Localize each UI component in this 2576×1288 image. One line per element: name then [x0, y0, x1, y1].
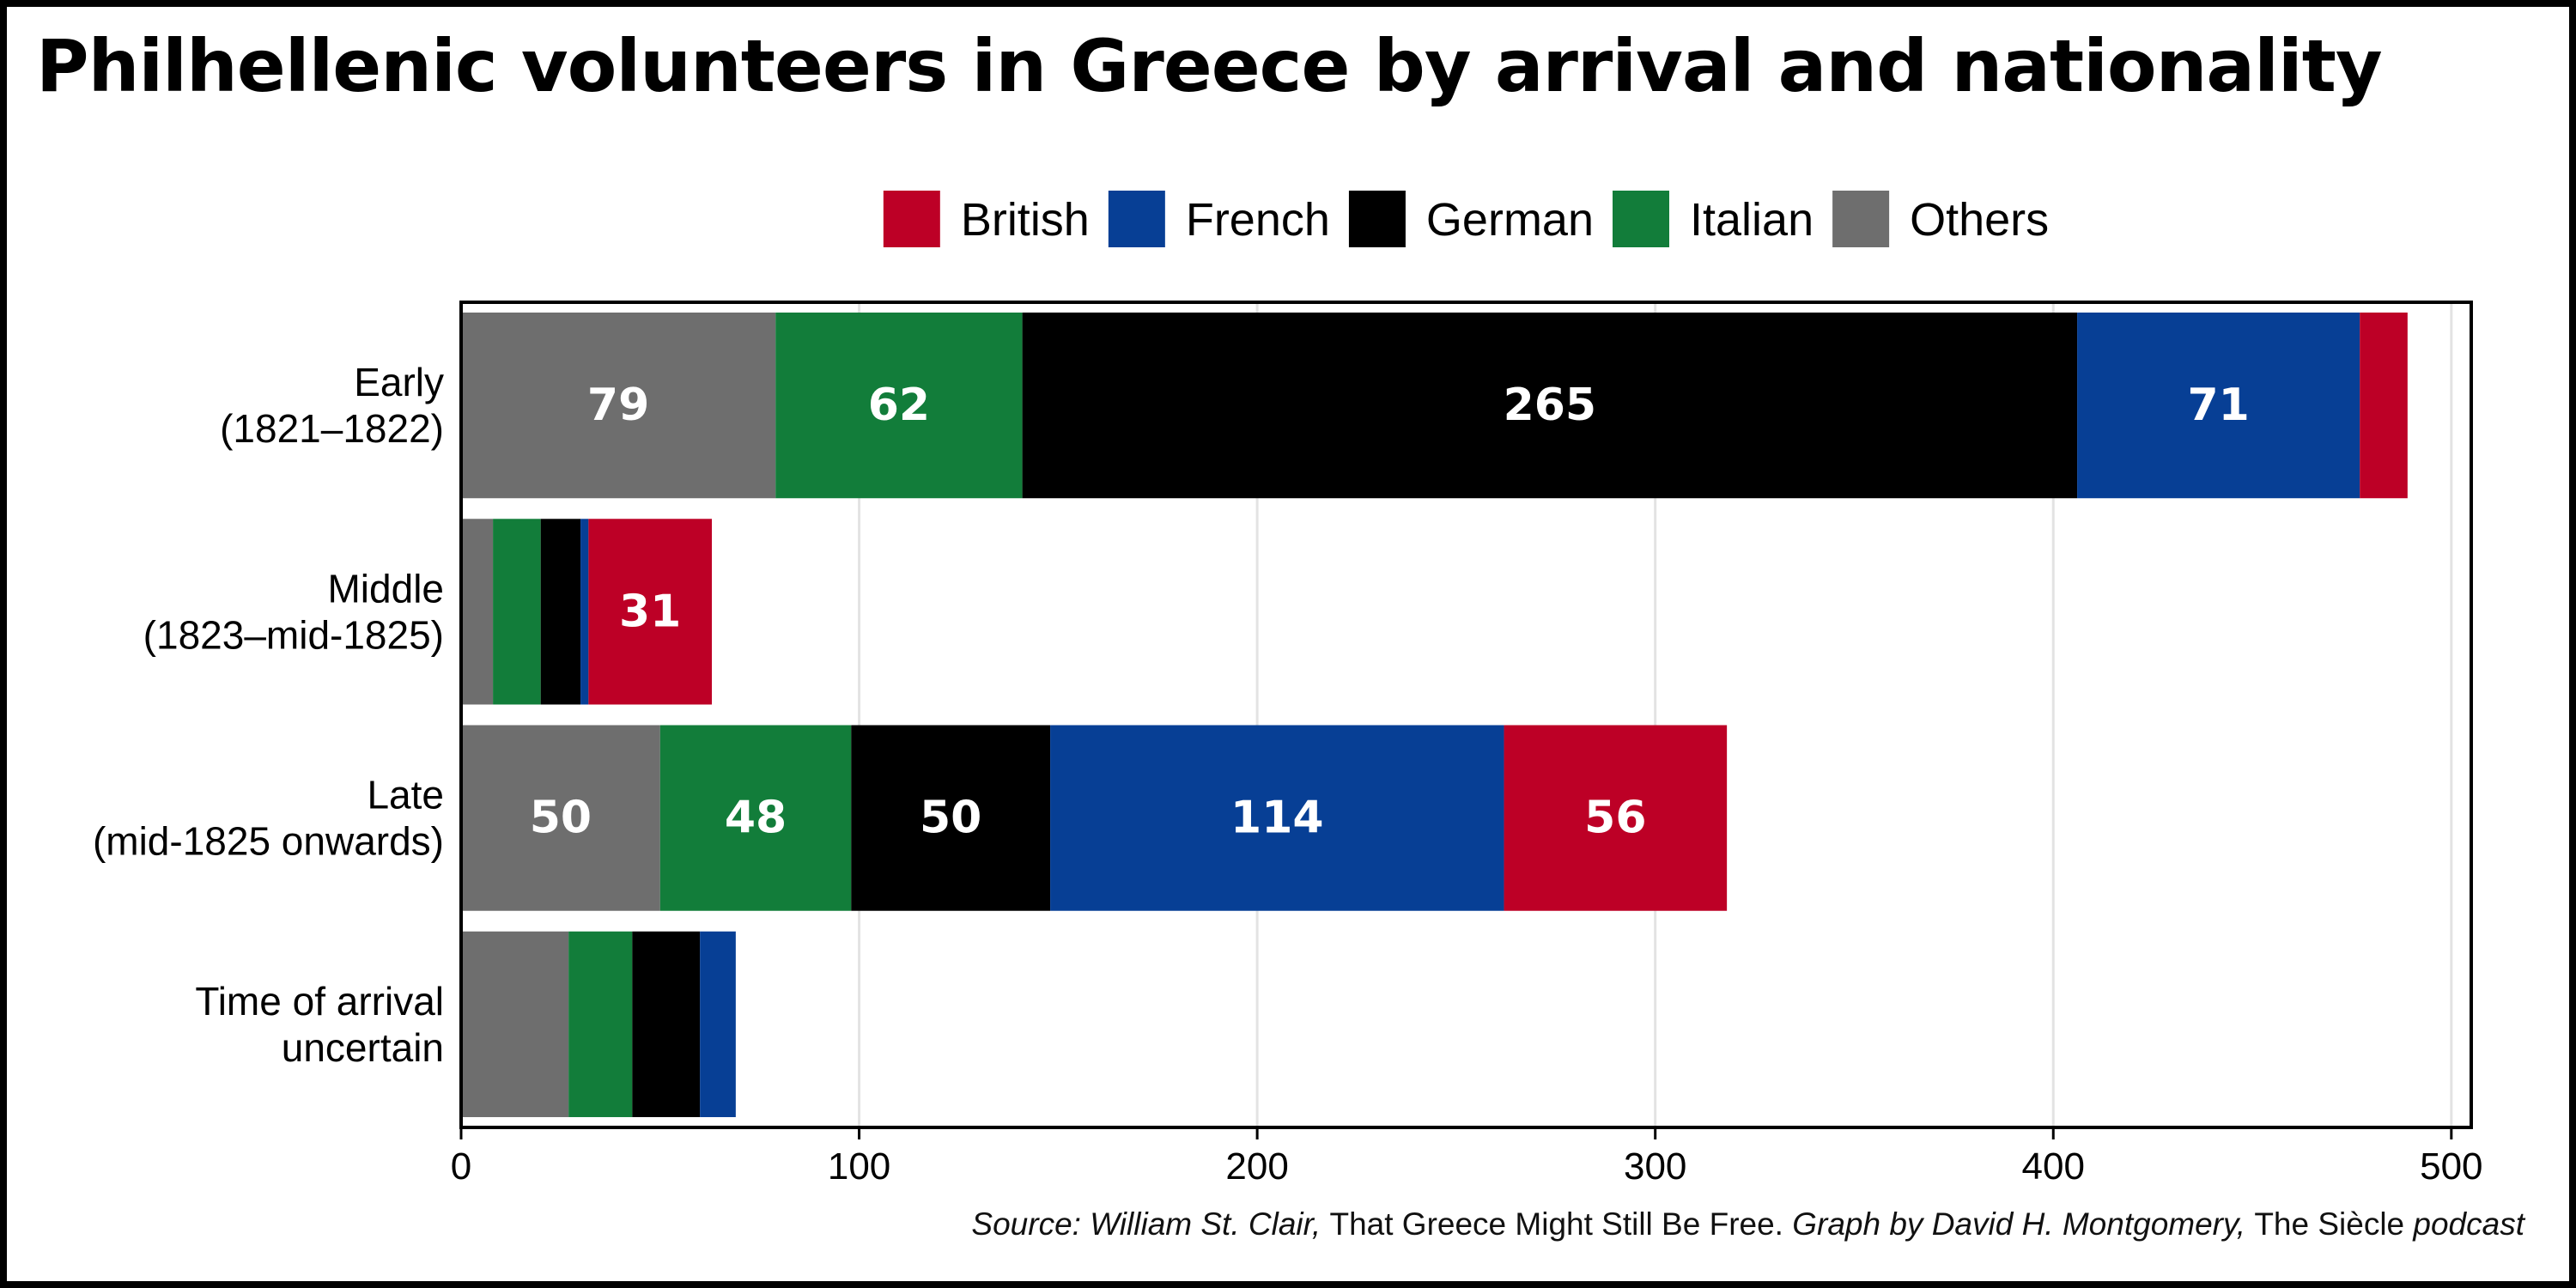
source-note: Source: William St. Clair, That Greece M… — [971, 1206, 2524, 1242]
plot-border — [459, 301, 2473, 1129]
legend-swatch-french — [1108, 191, 1165, 247]
bar-0-german — [1022, 313, 2078, 499]
bar-0-british — [2360, 313, 2408, 499]
bar-1-german — [540, 519, 581, 705]
legend-swatch-german — [1348, 191, 1406, 247]
bar-2-french — [1050, 725, 1504, 911]
source-middle: Graph by David H. Montgomery, — [1783, 1206, 2255, 1242]
data-label-2-british: 56 — [1584, 793, 1646, 844]
legend-swatch-british — [883, 191, 940, 247]
category-label-0: Early (1821–1822) — [220, 360, 444, 451]
bar-2-others — [461, 725, 660, 911]
category-label-0-line-0: Early — [354, 360, 444, 404]
data-label-0-others: 79 — [587, 380, 649, 431]
bar-2-italian — [659, 725, 852, 911]
data-label-0-german: 265 — [1504, 380, 1597, 431]
bar-2-british — [1504, 725, 1728, 911]
legend-swatch-others — [1832, 191, 1890, 247]
bar-1-british — [588, 519, 713, 705]
legend-label-german: German — [1426, 194, 1594, 246]
source-book-title: That Greece Might Still Be Free. — [1329, 1206, 1783, 1242]
category-label-3-line-1: uncertain — [282, 1025, 444, 1070]
bar-1-others — [461, 519, 494, 705]
category-label-0-line-1: (1821–1822) — [220, 406, 444, 451]
category-label-2-line-1: (mid-1825 onwards) — [93, 819, 444, 864]
data-label-2-italian: 48 — [725, 793, 787, 844]
bar-3-others — [461, 931, 569, 1117]
data-label-1-british: 31 — [619, 586, 681, 637]
data-label-0-italian: 62 — [868, 380, 930, 431]
legend-label-french: French — [1186, 194, 1330, 246]
category-label-1-line-0: Middle — [327, 566, 444, 611]
legend-label-british: British — [961, 194, 1090, 246]
category-label-3: Time of arrival uncertain — [195, 979, 444, 1070]
bar-0-italian — [775, 313, 1023, 499]
legend-label-others: Others — [1910, 194, 2049, 246]
data-label-0-french: 71 — [2187, 380, 2249, 431]
bar-3-italian — [568, 931, 633, 1117]
bar-3-german — [632, 931, 701, 1117]
data-label-2-german: 50 — [920, 793, 981, 844]
bar-0-french — [2077, 313, 2360, 499]
category-label-1: Middle (1823–mid-1825) — [143, 566, 444, 657]
bar-3-french — [700, 931, 736, 1117]
bar-2-german — [851, 725, 1051, 911]
source-podcast-name: The Siècle — [2254, 1206, 2405, 1242]
legend-label-italian: Italian — [1690, 194, 1814, 246]
data-label-2-french: 114 — [1230, 793, 1324, 844]
category-label-1-line-1: (1823–mid-1825) — [143, 612, 444, 657]
x-tick-label-400: 400 — [2022, 1145, 2085, 1188]
category-label-2: Late (mid-1825 onwards) — [93, 773, 444, 864]
x-tick-label-100: 100 — [828, 1145, 890, 1188]
bar-1-italian — [493, 519, 541, 705]
x-tick-label-300: 300 — [1624, 1145, 1686, 1188]
x-tick-label-200: 200 — [1225, 1145, 1288, 1188]
category-label-2-line-0: Late — [367, 773, 444, 817]
source-prefix: Source: William St. Clair, — [971, 1206, 1330, 1242]
legend-swatch-italian — [1613, 191, 1670, 247]
bar-1-french — [580, 519, 589, 705]
data-label-2-others: 50 — [530, 793, 592, 844]
x-tick-label-0: 0 — [451, 1145, 471, 1188]
chart-title: Philhellenic volunteers in Greece by arr… — [36, 24, 2383, 108]
source-suffix: podcast — [2404, 1206, 2524, 1242]
category-label-3-line-0: Time of arrival — [195, 979, 444, 1024]
bar-0-others — [461, 313, 776, 499]
x-tick-label-500: 500 — [2420, 1145, 2482, 1188]
